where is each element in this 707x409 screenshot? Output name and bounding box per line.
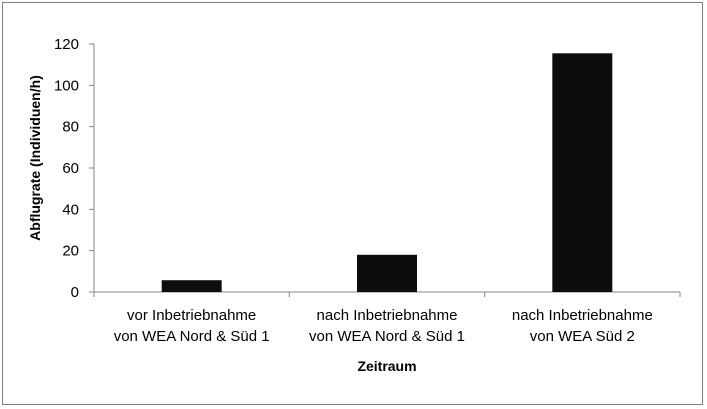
y-axis-title: Abflugrate (Individuen/h) bbox=[27, 75, 43, 241]
y-tick-label: 120 bbox=[54, 36, 79, 53]
x-category-label-line: vor Inbetriebnahme bbox=[127, 307, 256, 324]
x-category-label-line: von WEA Nord & Süd 1 bbox=[309, 328, 465, 345]
x-category-label-line: nach Inbetriebnahme bbox=[512, 307, 653, 324]
x-category-label: nach Inbetriebnahme von WEA Nord & Süd 1 bbox=[309, 307, 465, 345]
x-category-label-line: nach Inbetriebnahme bbox=[317, 307, 458, 324]
x-category-label: vor Inbetriebnahme von WEA Nord & Süd 1 bbox=[114, 307, 270, 345]
bar-1 bbox=[161, 280, 222, 292]
y-tick-label: 40 bbox=[62, 201, 79, 218]
x-category-label-line: von WEA Süd 2 bbox=[530, 328, 635, 345]
y-tick-label: 0 bbox=[71, 284, 79, 301]
plot-area: 0 20 40 60 80 100 120 vor Inbetriebnahme von WEA… bbox=[54, 36, 681, 345]
x-category-label: nach Inbetriebnahme von WEA Süd 2 bbox=[512, 307, 653, 345]
bar-3 bbox=[552, 53, 613, 292]
y-tick-label: 100 bbox=[54, 77, 79, 94]
y-tick-label: 20 bbox=[62, 243, 79, 260]
x-axis-title: Zeitraum bbox=[357, 358, 416, 374]
x-category-label-line: von WEA Nord & Süd 1 bbox=[114, 328, 270, 345]
bar-2 bbox=[357, 254, 417, 292]
y-tick-label: 60 bbox=[62, 160, 79, 177]
y-tick-label: 80 bbox=[62, 119, 79, 136]
